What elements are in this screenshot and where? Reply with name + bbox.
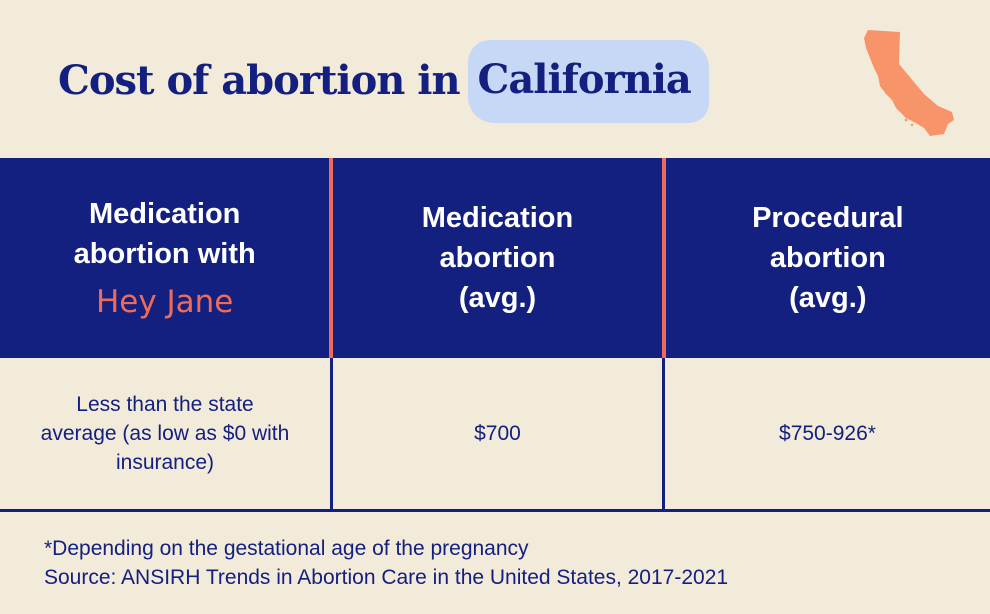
california-map-icon [864, 30, 954, 136]
header-line: abortion with [73, 238, 256, 270]
hey-jane-logo: Hey Jane [95, 284, 234, 320]
header-medication: Medication abortion (avg.) [333, 158, 661, 358]
title-block: Cost of abortion in California [58, 39, 710, 123]
header-line: abortion [439, 242, 556, 274]
cost-table: Medication abortion with Hey Jane Medica… [0, 158, 990, 512]
header-line: Medication [88, 198, 241, 230]
header-line: (avg.) [789, 282, 867, 314]
header-line: Procedural [752, 202, 904, 234]
cell-divider [330, 358, 333, 509]
cell-text: Less than the state average (as low as $… [40, 393, 290, 474]
title-lead: Cost of abortion in [58, 56, 461, 104]
header-heyjane: Medication abortion with Hey Jane [0, 158, 329, 358]
footnotes: *Depending on the gestational age of the… [44, 534, 728, 592]
table-row: Less than the state average (as low as $… [0, 358, 990, 512]
cell-medication-cost: $700 [333, 358, 662, 509]
header-line: Medication [421, 202, 574, 234]
page-title: Cost of abortion in California [58, 39, 710, 123]
title-state: California [477, 55, 692, 103]
cell-text: $700 [474, 422, 521, 445]
table-header-row: Medication abortion with Hey Jane Medica… [0, 158, 990, 358]
footnote-source: Source: ANSIRH Trends in Abortion Care i… [44, 566, 729, 589]
cell-divider [661, 358, 665, 509]
header-line: (avg.) [458, 282, 537, 314]
header-divider [329, 158, 334, 358]
header-divider [661, 158, 666, 358]
cell-procedural-cost: $750-926* [665, 358, 990, 509]
header-procedural: Procedural abortion (avg.) [666, 158, 990, 358]
header-line: abortion [769, 242, 886, 274]
footnote-note: *Depending on the gestational age of the… [44, 537, 529, 560]
cell-text: $750-926* [779, 422, 876, 445]
title-highlight: California [467, 39, 710, 123]
cell-heyjane-cost: Less than the state average (as low as $… [0, 358, 330, 509]
